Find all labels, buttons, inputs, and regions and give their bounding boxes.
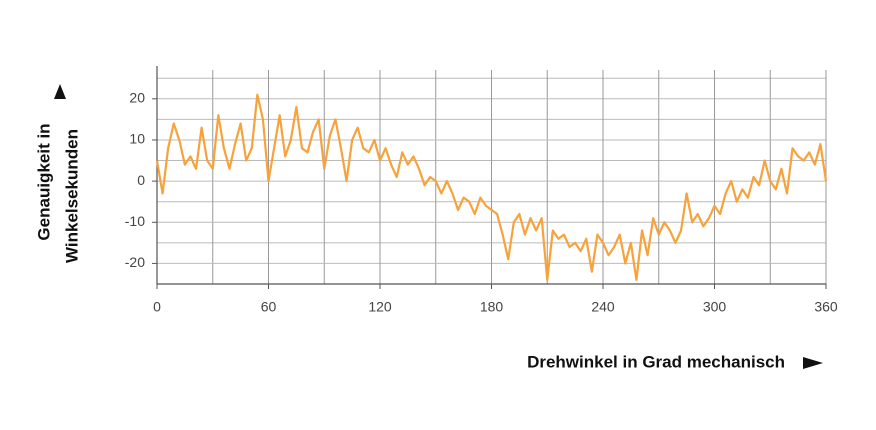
y-tick-label: 10 [129,131,145,147]
x-tick-label: 120 [368,299,392,315]
y-arrow [54,84,66,99]
x-tick-label: 300 [703,299,727,315]
y-axis-label: Genauigkeit in [34,123,53,240]
x-tick-label: 180 [480,299,504,315]
line [155,93,828,281]
x-axis-label: Drehwinkel in Grad mechanisch [527,352,785,371]
x-tick-label: 360 [814,299,838,315]
y-tick-label: 0 [137,172,145,188]
x-tick-label: 240 [591,299,615,315]
y-tick-label: 20 [129,90,145,106]
x-arrow [803,357,823,369]
y-tick-label: -20 [125,254,145,270]
y-axis-label: Winkelsekunden [62,129,81,263]
x-tick-label: 60 [261,299,277,315]
y-tick-label: -10 [125,213,145,229]
x-tick-label: 0 [153,299,161,315]
